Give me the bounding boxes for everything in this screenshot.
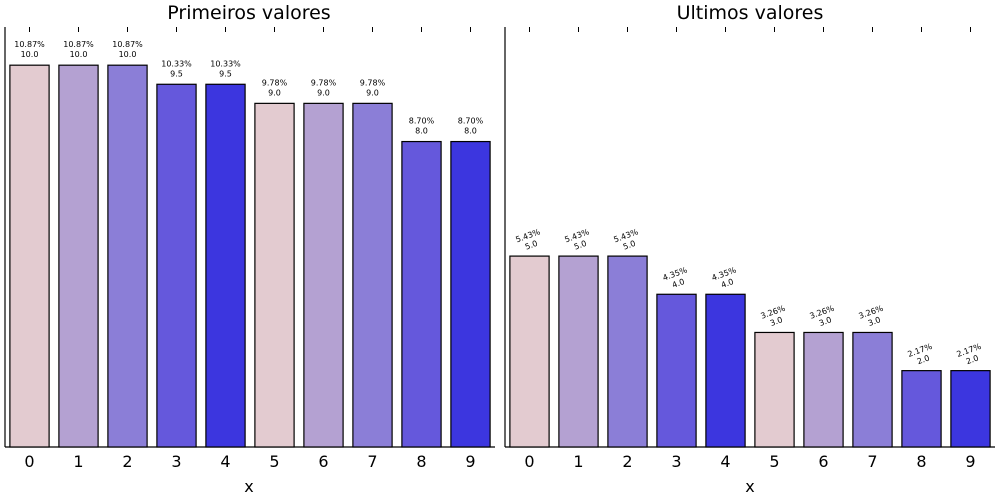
x-tick-label: 4 xyxy=(220,452,230,471)
value-label: 9.0 xyxy=(268,88,281,97)
chart-title: Ultimos valores xyxy=(677,2,824,24)
x-tick-label: 3 xyxy=(171,452,181,471)
bar-6 xyxy=(803,331,844,448)
x-tick-label: 7 xyxy=(867,452,877,471)
percent-label: 9.78% xyxy=(360,78,386,87)
data-label-group: 4.35%4.0 xyxy=(710,265,737,290)
percent-label: 8.70% xyxy=(409,117,435,126)
bar-4 xyxy=(205,83,246,448)
data-label-group: 8.70%8.0 xyxy=(458,117,484,136)
bar-3 xyxy=(656,293,697,448)
x-tick-label: 1 xyxy=(73,452,83,471)
percent-label: 10.33% xyxy=(161,59,192,68)
value-label: 3.0 xyxy=(818,315,833,328)
x-tick-label: 1 xyxy=(573,452,583,471)
data-label-group: 10.87%10.0 xyxy=(63,40,94,59)
data-label-group: 4.35%4.0 xyxy=(661,265,688,290)
value-label: 9.0 xyxy=(366,88,379,97)
bar-2 xyxy=(607,255,648,448)
value-label: 4.0 xyxy=(671,277,686,290)
x-axis-label: x xyxy=(745,477,754,496)
bar-0 xyxy=(9,64,50,448)
value-label: 3.0 xyxy=(867,315,882,328)
bar-0 xyxy=(509,255,550,448)
data-label-group: 2.17%2.0 xyxy=(906,342,933,367)
value-label: 9.5 xyxy=(219,69,232,78)
percent-label: 10.87% xyxy=(14,40,45,49)
value-label: 10.0 xyxy=(119,50,137,59)
data-label-group: 10.87%10.0 xyxy=(14,40,45,59)
data-label-group: 9.78%9.0 xyxy=(360,78,386,97)
data-label-group: 3.26%3.0 xyxy=(759,304,786,329)
value-label: 10.0 xyxy=(70,50,88,59)
percent-label: 10.87% xyxy=(112,40,143,49)
data-label-group: 10.33%9.5 xyxy=(210,59,241,78)
x-axis-label: x xyxy=(244,477,253,496)
bar-9 xyxy=(450,140,491,448)
x-tick-label: 9 xyxy=(465,452,475,471)
value-label: 9.5 xyxy=(170,69,183,78)
x-tick-label: 3 xyxy=(671,452,681,471)
value-label: 4.0 xyxy=(720,277,735,290)
data-label-group: 5.43%5.0 xyxy=(514,227,541,252)
x-tick-label: 5 xyxy=(269,452,279,471)
data-label-group: 3.26%3.0 xyxy=(808,304,835,329)
bar-1 xyxy=(58,64,99,448)
chart-panel-primeiros: Primeiros valores x 010.87%10.0110.87%10… xyxy=(4,2,495,496)
percent-label: 8.70% xyxy=(458,117,484,126)
value-label: 3.0 xyxy=(769,315,784,328)
x-tick-label: 2 xyxy=(122,452,132,471)
value-label: 5.0 xyxy=(524,239,539,252)
percent-label: 10.33% xyxy=(210,59,241,68)
x-tick-label: 0 xyxy=(524,452,534,471)
bar-5 xyxy=(254,102,295,448)
value-label: 5.0 xyxy=(573,239,588,252)
x-tick-label: 4 xyxy=(720,452,730,471)
data-label-group: 2.17%2.0 xyxy=(955,342,982,367)
chart-title: Primeiros valores xyxy=(167,2,330,24)
bar-3 xyxy=(156,83,197,448)
value-label: 9.0 xyxy=(317,88,330,97)
data-label-group: 3.26%3.0 xyxy=(857,304,884,329)
data-label-group: 10.33%9.5 xyxy=(161,59,192,78)
data-label-group: 10.87%10.0 xyxy=(112,40,143,59)
bar-7 xyxy=(352,102,393,448)
value-label: 2.0 xyxy=(916,353,931,366)
data-label-group: 8.70%8.0 xyxy=(409,117,435,136)
x-tick-label: 8 xyxy=(416,452,426,471)
percent-label: 9.78% xyxy=(262,78,288,87)
bar-2 xyxy=(107,64,148,448)
bar-6 xyxy=(303,102,344,448)
data-label-group: 5.43%5.0 xyxy=(563,227,590,252)
data-label-group: 5.43%5.0 xyxy=(612,227,639,252)
data-label-group: 9.78%9.0 xyxy=(311,78,337,97)
value-label: 8.0 xyxy=(415,127,428,136)
x-tick-label: 5 xyxy=(769,452,779,471)
x-tick-label: 0 xyxy=(24,452,34,471)
bar-9 xyxy=(950,370,991,448)
bar-4 xyxy=(705,293,746,448)
value-label: 8.0 xyxy=(464,127,477,136)
bar-7 xyxy=(852,331,893,448)
x-tick-label: 6 xyxy=(318,452,328,471)
x-tick-label: 2 xyxy=(622,452,632,471)
bar-8 xyxy=(401,140,442,448)
x-tick-label: 8 xyxy=(916,452,926,471)
x-tick-label: 6 xyxy=(818,452,828,471)
x-tick-label: 9 xyxy=(965,452,975,471)
value-label: 5.0 xyxy=(622,239,637,252)
chart-panel-ultimos: Ultimos valores x 0 5.43%5.0 1 5.43%5.0 2 5.4… xyxy=(504,2,995,496)
bar-5 xyxy=(754,331,795,448)
value-label: 2.0 xyxy=(965,353,980,366)
data-label-group: 9.78%9.0 xyxy=(262,78,288,97)
bar-1 xyxy=(558,255,599,448)
x-tick-label: 7 xyxy=(367,452,377,471)
percent-label: 10.87% xyxy=(63,40,94,49)
bar-8 xyxy=(901,370,942,448)
percent-label: 9.78% xyxy=(311,78,337,87)
value-label: 10.0 xyxy=(21,50,39,59)
